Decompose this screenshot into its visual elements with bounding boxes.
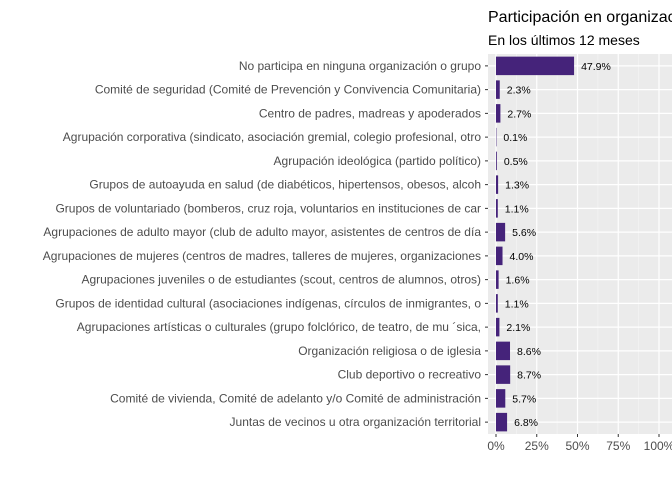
bar — [496, 365, 511, 384]
value-label: 5.6% — [512, 227, 536, 239]
bar — [496, 270, 499, 289]
value-label: 0.5% — [504, 156, 528, 168]
category-label: Juntas de vecinos u otra organización te… — [230, 415, 481, 429]
category-label: Agrupación corporativa (sindicato, asoci… — [63, 130, 482, 144]
bar — [496, 151, 497, 171]
bar — [496, 389, 506, 408]
x-axis: 0% 25% 50% 75% 100% — [487, 434, 672, 453]
bar — [496, 246, 503, 266]
value-label: 2.7% — [507, 108, 531, 120]
category-label: No participa en ninguna organización o g… — [239, 59, 481, 73]
value-label: 8.6% — [517, 346, 541, 358]
category-labels: No participa en ninguna organización o g… — [43, 59, 488, 429]
value-label: 1.3% — [505, 180, 529, 192]
bar — [496, 80, 500, 99]
category-label: Agrupaciones de mujeres (centros de madr… — [43, 249, 481, 263]
category-label: Agrupaciones de adulto mayor (club de ad… — [43, 225, 481, 239]
bars — [496, 56, 575, 432]
category-label: Club deportivo o recreativo — [338, 368, 482, 382]
category-label: Agrupaciones juveniles o de estudiantes … — [81, 273, 481, 287]
category-label: Agrupaciones artísticas o culturales (gr… — [77, 320, 481, 334]
x-tick-label: 0% — [487, 439, 505, 453]
bar — [496, 317, 500, 337]
category-label: Grupos de identidad cultural (asociacion… — [55, 296, 481, 310]
value-label: 2.3% — [507, 85, 531, 97]
bar — [496, 56, 575, 76]
x-tick-label: 50% — [565, 439, 589, 453]
value-label: 1.1% — [505, 203, 529, 215]
value-label: 4.0% — [510, 251, 534, 263]
category-label: Grupos de voluntariado (bomberos, cruz r… — [55, 201, 481, 215]
bar — [496, 104, 501, 123]
category-label: Comité de seguridad (Comité de Prevenció… — [95, 83, 481, 97]
x-tick-label: 75% — [606, 439, 630, 453]
value-label: 1.1% — [505, 298, 529, 310]
value-label: 47.9% — [581, 61, 611, 73]
value-label: 1.6% — [506, 275, 530, 287]
grid-lines — [488, 54, 672, 434]
category-label: Centro de padres, madreas y apoderados — [259, 106, 481, 120]
x-tick-label: 100% — [644, 439, 672, 453]
category-label: Comité de vivienda, Comité de adelanto y… — [110, 391, 481, 405]
value-label: 8.7% — [517, 370, 541, 382]
x-tick-label: 25% — [525, 439, 549, 453]
value-labels: 47.9% 2.3% 2.7% 0.1% 0.5% 1.3% 1.1% 5.6% 4.0% 1.6… — [503, 61, 610, 429]
value-label: 2.1% — [506, 322, 530, 334]
bar — [496, 412, 508, 432]
plot-panel — [488, 54, 672, 434]
bar — [496, 341, 511, 361]
chart-subtitle: En los últimos 12 meses — [488, 32, 640, 48]
value-label: 0.1% — [503, 132, 527, 144]
chart-title: Participación en organizaciones — [488, 9, 672, 26]
bar — [496, 294, 498, 313]
value-label: 6.8% — [514, 417, 538, 429]
bar — [496, 199, 498, 218]
category-label: Grupos de autoayuda en salud (de diabéti… — [89, 178, 481, 192]
bar — [496, 222, 506, 242]
bar — [496, 175, 499, 194]
category-label: Agrupación ideológica (partido político) — [274, 154, 481, 168]
value-label: 5.7% — [512, 393, 536, 405]
category-label: Organización religiosa o de iglesia — [298, 344, 481, 358]
